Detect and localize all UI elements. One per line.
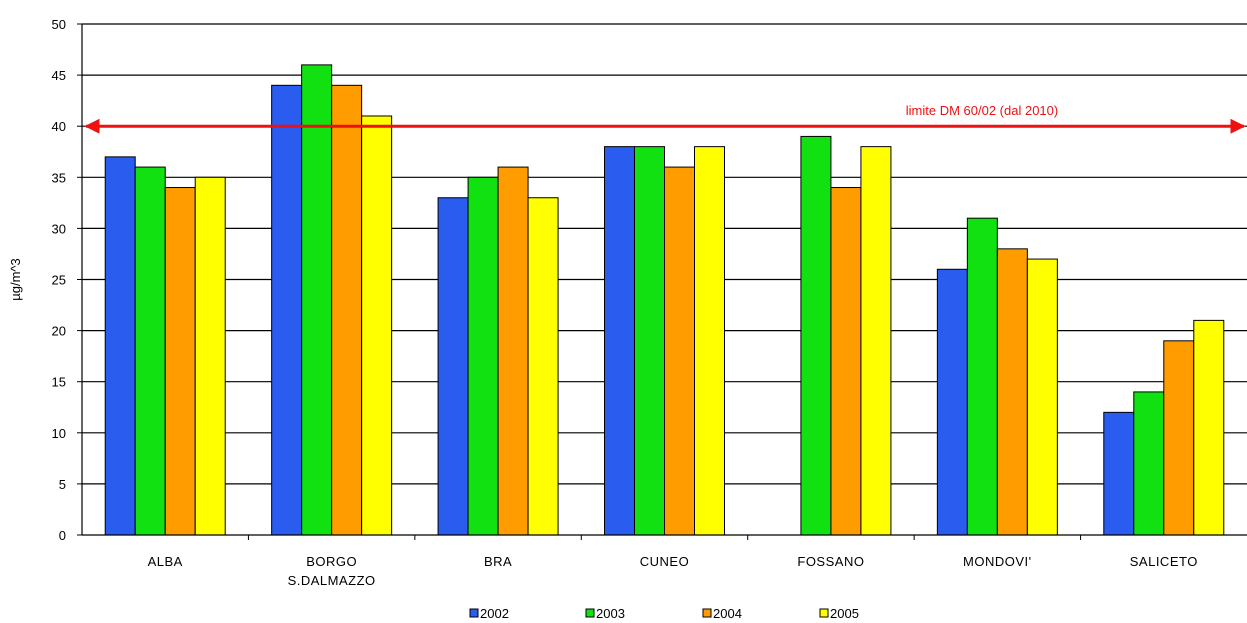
x-tick-label: S.DALMAZZO (288, 573, 376, 588)
bar-2005-1 (361, 115, 393, 536)
legend-swatch-2004 (702, 608, 712, 618)
legend-swatch-2003 (585, 608, 595, 618)
bar-2005-4 (860, 146, 892, 536)
y-axis-label: µg/m^3 (8, 258, 23, 301)
x-tick-label: CUNEO (640, 554, 689, 569)
bar-2005-5 (1026, 258, 1058, 536)
bar-2002-1 (271, 84, 303, 536)
bar-2002-6 (1103, 411, 1135, 536)
bar-2004-3 (664, 166, 695, 536)
y-tick-label: 25 (52, 273, 66, 288)
bar-2004-5 (996, 248, 1028, 536)
bar-2002-2 (437, 197, 469, 536)
bar-2003-5 (966, 217, 998, 536)
legend-label-2004: 2004 (713, 606, 742, 621)
x-tick-label: SALICETO (1130, 554, 1198, 569)
y-tick-label: 15 (52, 375, 66, 390)
y-tick-label: 45 (52, 68, 66, 83)
bar-2002-0 (104, 156, 136, 536)
y-tick-label: 10 (52, 426, 66, 441)
reference-line: limite DM 60/02 (dal 2010) (84, 103, 1246, 134)
bar-2004-6 (1163, 340, 1195, 536)
x-tick-label: BORGO (306, 554, 357, 569)
bar-2005-3 (694, 146, 725, 536)
y-tick-label: 0 (59, 528, 66, 543)
y-tick-label: 40 (52, 119, 66, 134)
x-axis-categories: ALBA BORGO S.DALMAZZO BRA CUNEO FOSSANO MONDOV… (148, 535, 1198, 588)
x-tick-label: BRA (484, 554, 512, 569)
legend-label-2002: 2002 (480, 606, 509, 621)
bar-2003-0 (134, 166, 166, 536)
bars (104, 64, 1225, 536)
bar-2003-6 (1133, 391, 1165, 536)
y-tick-label: 35 (52, 170, 66, 185)
legend-swatch-2005 (819, 608, 829, 618)
legend-label-2003: 2003 (596, 606, 625, 621)
x-tick-label: FOSSANO (797, 554, 864, 569)
y-tick-label: 5 (59, 477, 66, 492)
x-tick-label: ALBA (148, 554, 183, 569)
bar-2003-1 (301, 64, 333, 536)
x-tick-label: MONDOVI' (963, 554, 1032, 569)
bar-2002-5 (936, 268, 968, 536)
bar-2003-4 (800, 135, 832, 536)
bar-2005-0 (194, 176, 226, 536)
y-tick-label: 20 (52, 324, 66, 339)
legend-swatch-2002 (469, 608, 479, 618)
bar-2004-0 (164, 187, 196, 536)
legend: 2002 2003 2004 2005 (469, 606, 859, 621)
axes (81, 24, 1247, 536)
y-axis-ticks: 0 5 10 15 20 25 30 35 40 45 50 (52, 17, 82, 543)
y-tick-label: 50 (52, 17, 66, 32)
bar-2004-2 (497, 166, 529, 536)
bar-2005-2 (527, 197, 559, 536)
y-tick-label: 30 (52, 221, 66, 236)
limit-label: limite DM 60/02 (dal 2010) (906, 103, 1058, 118)
bar-2005-6 (1193, 319, 1225, 536)
legend-label-2005: 2005 (830, 606, 859, 621)
bar-2003-2 (467, 176, 499, 536)
bar-2003-3 (634, 146, 665, 536)
bar-2002-3 (604, 146, 635, 536)
bar-2004-4 (830, 187, 862, 536)
bar-2004-1 (331, 84, 363, 536)
